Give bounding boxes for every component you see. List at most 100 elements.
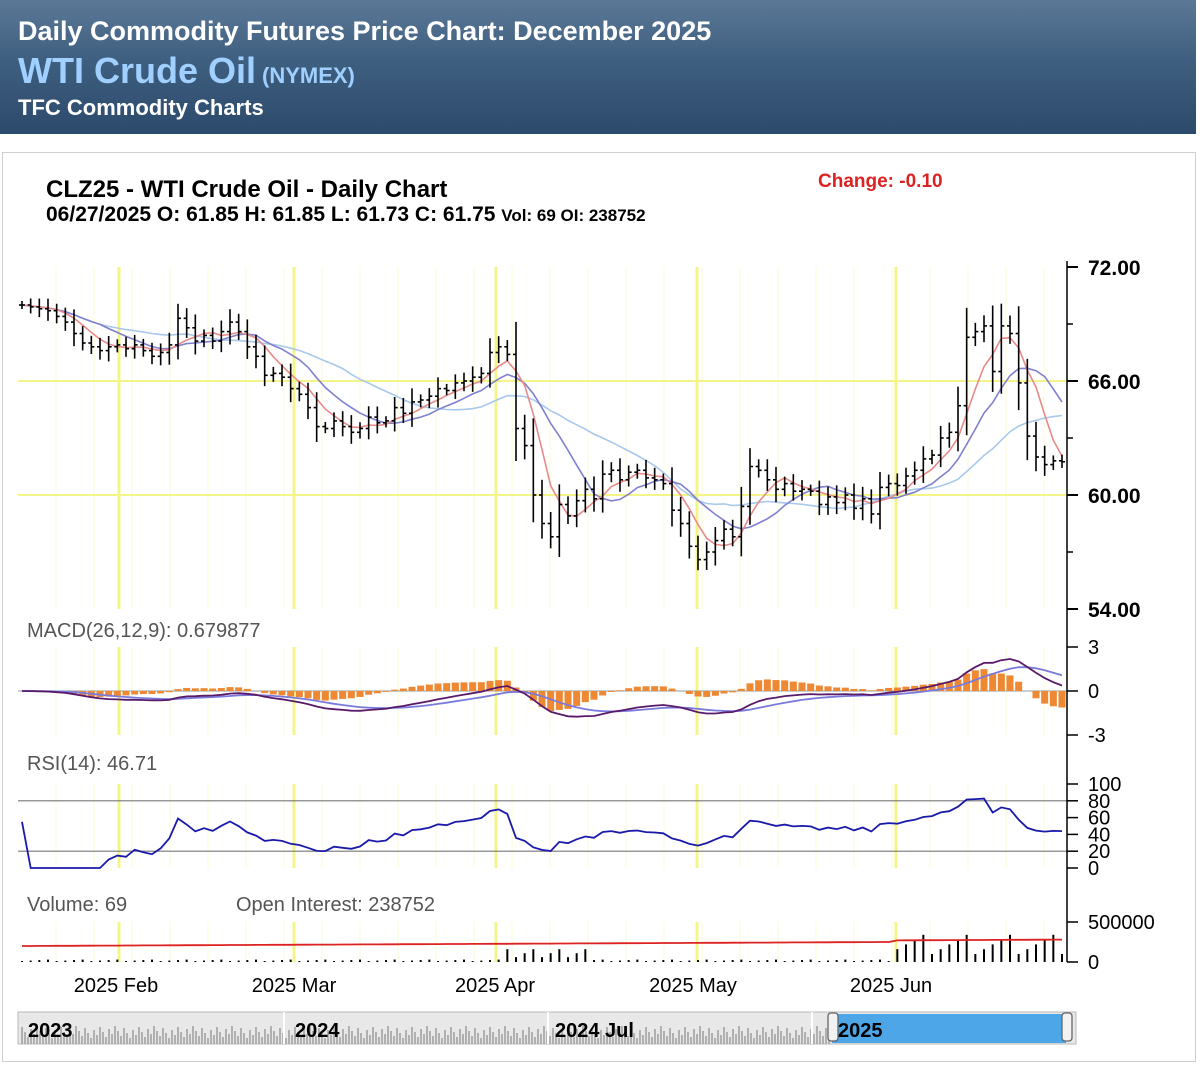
- macd-histogram-bar: [200, 688, 208, 691]
- macd-histogram-bar: [287, 691, 295, 697]
- volume-axis-label: 0: [1088, 952, 1099, 974]
- macd-histogram-bar: [937, 682, 945, 691]
- commodity-name: WTI Crude Oil (NYMEX): [18, 50, 355, 92]
- navigator-label: 2025: [838, 1020, 883, 1042]
- macd-histogram-bar: [1032, 691, 1040, 699]
- macd-histogram-bar: [989, 673, 997, 691]
- macd-histogram-bar: [105, 691, 113, 697]
- macd-histogram-bar: [243, 688, 251, 691]
- macd-histogram-bar: [867, 690, 875, 691]
- volume-label: Volume: 69: [27, 894, 128, 916]
- macd-histogram-bar: [1006, 675, 1014, 691]
- macd-histogram-bar: [165, 691, 173, 693]
- price-axis-label: 54.00: [1088, 599, 1141, 622]
- macd-histogram-bar: [824, 686, 832, 691]
- macd-histogram-bar: [1015, 681, 1023, 691]
- macd-histogram-bar: [599, 691, 607, 696]
- macd-histogram-bar: [694, 691, 702, 697]
- navigator-label: 2023: [28, 1020, 73, 1042]
- vol-oi-values: Vol: 69 OI: 238752: [501, 206, 646, 225]
- chart-title: CLZ25 - WTI Crude Oil - Daily Chart: [46, 176, 448, 203]
- site-name: TFC Commodity Charts: [18, 95, 264, 120]
- macd-histogram-bar: [555, 691, 563, 710]
- macd-histogram-bar: [1041, 691, 1049, 704]
- macd-histogram-bar: [408, 686, 416, 691]
- rsi-line: [21, 797, 1063, 869]
- macd-label: MACD(26,12,9): 0.679877: [27, 620, 261, 642]
- macd-histogram-bar: [443, 683, 451, 691]
- macd-histogram-bar: [460, 682, 468, 691]
- macd-histogram-bar: [893, 687, 901, 691]
- macd-histogram-bar: [417, 685, 425, 691]
- macd-histogram-bar: [997, 673, 1005, 691]
- macd-histogram-bar: [668, 688, 676, 691]
- macd-histogram-bar: [841, 687, 849, 691]
- macd-axis-label: 0: [1088, 681, 1099, 703]
- macd-signal-line: [22, 666, 1063, 713]
- macd-line: [21, 658, 1063, 718]
- macd-histogram-bar: [781, 680, 789, 691]
- macd-histogram-bar: [347, 691, 355, 699]
- rsi-axis-label: 40: [1088, 824, 1110, 846]
- macd-histogram-bar: [157, 691, 165, 694]
- macd-histogram-bar: [789, 681, 797, 691]
- macd-histogram-bar: [902, 686, 910, 691]
- chart-frame: [2, 152, 1196, 1062]
- macd-histogram-bar: [217, 688, 225, 691]
- open-interest-line: [22, 938, 1062, 947]
- rsi-axis-label: 80: [1088, 791, 1110, 813]
- macd-histogram-bar: [486, 680, 494, 691]
- macd-histogram-bar: [833, 687, 841, 691]
- macd-histogram-bar: [772, 680, 780, 691]
- macd-histogram-bar: [755, 680, 763, 691]
- macd-histogram-bar: [859, 689, 867, 691]
- price-axis-label: 72.00: [1088, 257, 1141, 280]
- page-header: Daily Commodity Futures Price Chart: Dec…: [0, 0, 1196, 134]
- macd-histogram-bar: [131, 691, 139, 695]
- rsi-axis-label: 100: [1088, 774, 1121, 796]
- macd-histogram-bar: [191, 688, 199, 691]
- macd-histogram-bar: [729, 691, 737, 693]
- macd-histogram-bar: [373, 691, 381, 694]
- month-axis-label: 2025 Feb: [74, 975, 159, 997]
- macd-histogram-bar: [382, 691, 390, 692]
- navigator-handle-left[interactable]: [827, 1012, 839, 1042]
- macd-histogram-bar: [659, 686, 667, 691]
- macd-histogram-bar: [746, 683, 754, 691]
- header-title: Daily Commodity Futures Price Chart: Dec…: [18, 16, 712, 46]
- month-axis-label: 2025 Jun: [850, 975, 932, 997]
- macd-histogram-bar: [1058, 691, 1066, 708]
- navigator-handle-right[interactable]: [1061, 1012, 1073, 1042]
- macd-axis-label: 3: [1088, 637, 1099, 659]
- macd-histogram-bar: [547, 691, 555, 712]
- macd-histogram-bar: [945, 681, 953, 691]
- macd-histogram-bar: [980, 669, 988, 691]
- macd-histogram-bar: [798, 682, 806, 691]
- macd-histogram-bar: [122, 691, 130, 696]
- macd-histogram-bar: [469, 682, 477, 691]
- macd-histogram-bar: [711, 691, 719, 696]
- macd-histogram-bar: [495, 680, 503, 691]
- ohlc-readout: 06/27/2025 O: 61.85 H: 61.85 L: 61.73 C:…: [46, 203, 646, 227]
- macd-histogram-bar: [703, 691, 711, 697]
- volume-axis-label: 500000: [1088, 912, 1155, 934]
- macd-histogram-bar: [425, 684, 433, 691]
- month-axis-label: 2025 Apr: [455, 975, 535, 997]
- macd-histogram-bar: [313, 691, 321, 700]
- macd-histogram-bar: [209, 688, 217, 691]
- month-axis-label: 2025 Mar: [252, 975, 337, 997]
- macd-histogram-bar: [477, 682, 485, 691]
- macd-histogram-bar: [365, 691, 373, 695]
- macd-histogram-bar: [139, 691, 147, 695]
- macd-histogram-bar: [642, 686, 650, 691]
- macd-histogram-bar: [304, 691, 312, 699]
- macd-histogram-bar: [651, 686, 659, 691]
- macd-histogram-bar: [616, 690, 624, 691]
- macd-histogram-bar: [633, 686, 641, 691]
- macd-histogram-bar: [451, 682, 459, 691]
- macd-histogram-bar: [174, 689, 182, 691]
- macd-histogram-bar: [226, 687, 234, 691]
- open-interest-label: Open Interest: 238752: [236, 894, 436, 916]
- navigator-label: 2024 Jul: [555, 1020, 634, 1042]
